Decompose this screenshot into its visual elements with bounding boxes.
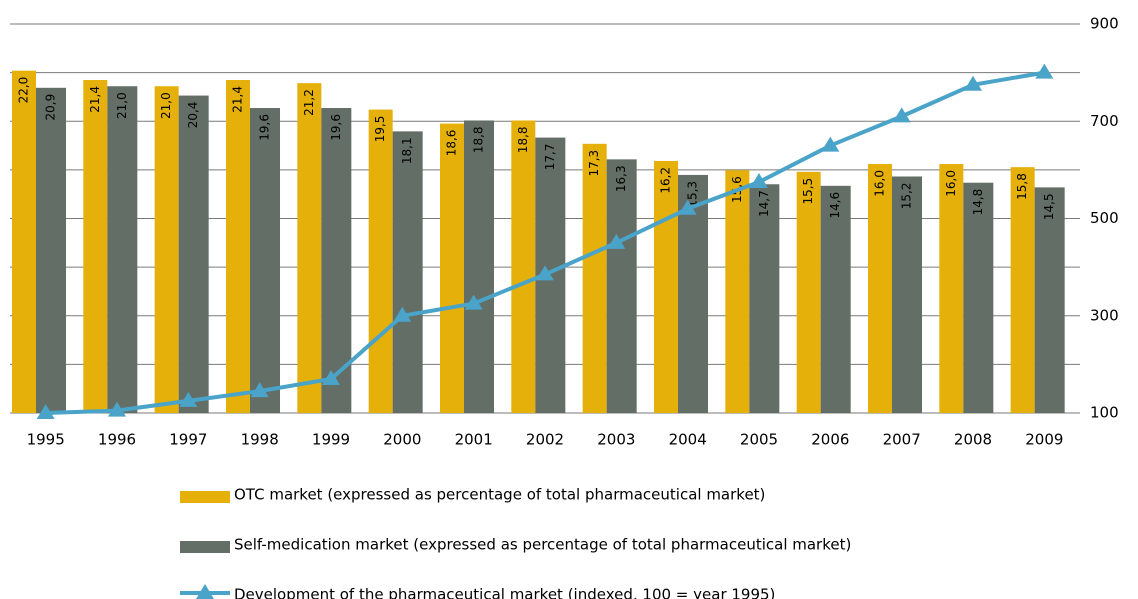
bar — [511, 120, 536, 414]
x-tick-label: 1996 — [98, 431, 136, 449]
bar — [939, 164, 964, 413]
line-marker — [179, 391, 198, 407]
bar — [83, 80, 108, 414]
x-tick-label: 1998 — [241, 431, 279, 449]
legend-marker — [196, 584, 214, 599]
value-label: 15,2 — [900, 182, 914, 209]
bar — [440, 123, 464, 414]
value-label: 21,4 — [88, 86, 102, 113]
value-label: 17,3 — [587, 150, 601, 177]
value-label: 15,5 — [801, 178, 815, 205]
legend-label: Self-medication market (expressed as per… — [234, 536, 851, 554]
bar — [606, 159, 637, 413]
line-marker — [36, 404, 55, 419]
value-label: 17,7 — [543, 144, 557, 171]
line-marker — [322, 369, 340, 385]
value-label: 21,2 — [302, 89, 316, 116]
line-marker — [536, 265, 554, 281]
bar — [582, 143, 607, 413]
line-marker — [108, 401, 126, 417]
value-label: 21,0 — [159, 92, 173, 119]
x-tick-label: 2009 — [1025, 431, 1063, 449]
value-label: 18,8 — [472, 126, 486, 153]
y2-tick-label: 300 — [1090, 306, 1119, 324]
x-tick-label: 2001 — [455, 431, 493, 449]
x-tick-label: 2008 — [954, 431, 992, 449]
y2-tick-label: 100 — [1090, 404, 1119, 422]
bar — [1034, 187, 1065, 413]
x-tick-label: 2003 — [597, 431, 635, 449]
value-label: 14,5 — [1042, 193, 1056, 220]
value-label: 15,8 — [1015, 173, 1029, 200]
y2-tick-label: 900 — [1090, 15, 1119, 33]
value-label: 16,0 — [944, 170, 958, 197]
line-marker — [821, 136, 840, 152]
bar — [868, 164, 892, 413]
x-tick-label: 2007 — [883, 431, 921, 449]
bar — [297, 83, 322, 414]
bar — [36, 87, 66, 414]
x-tick-label: 2006 — [811, 431, 849, 449]
value-label: 20,9 — [44, 94, 58, 121]
bar — [963, 182, 994, 413]
line-marker — [607, 233, 626, 249]
legend-swatch — [180, 541, 230, 553]
y2-tick-label: 700 — [1090, 112, 1119, 130]
legend-label: Development of the pharmaceutical market… — [234, 586, 775, 599]
value-label: 16,3 — [614, 165, 628, 192]
value-label: 16,0 — [873, 170, 887, 197]
x-tick-label: 2000 — [383, 431, 421, 449]
x-tick-label: 2002 — [526, 431, 564, 449]
line-marker — [393, 306, 412, 322]
bar — [392, 131, 423, 413]
bar — [154, 86, 179, 414]
x-tick-label: 2004 — [669, 431, 707, 449]
value-label: 18,8 — [516, 126, 530, 153]
bar — [464, 120, 494, 414]
value-label: 16,2 — [659, 167, 673, 194]
value-label: 21,0 — [115, 92, 129, 119]
value-label: 14,8 — [971, 189, 985, 216]
y2-tick-label: 500 — [1090, 209, 1119, 227]
value-label: 19,5 — [373, 116, 387, 143]
value-label: 14,6 — [828, 192, 842, 219]
line-marker — [1035, 63, 1054, 79]
bar — [368, 109, 393, 413]
value-label: 22,0 — [17, 77, 31, 104]
line-marker — [964, 75, 982, 91]
bar — [749, 184, 780, 413]
legend-swatch — [180, 491, 230, 503]
bar — [725, 170, 750, 413]
bar — [12, 70, 36, 414]
bar — [820, 185, 851, 413]
bar — [226, 80, 250, 414]
value-label: 18,1 — [400, 137, 414, 164]
value-label: 21,4 — [231, 86, 245, 113]
x-tick-label: 1999 — [312, 431, 350, 449]
x-tick-label: 1997 — [169, 431, 207, 449]
value-label: 14,7 — [757, 190, 771, 217]
value-label: 18,6 — [445, 130, 459, 157]
value-label: 15,3 — [686, 181, 700, 208]
value-label: 20,4 — [186, 102, 200, 129]
bar — [321, 108, 352, 414]
bar — [178, 95, 209, 414]
bar — [1010, 167, 1035, 413]
bar — [796, 171, 821, 413]
line-marker — [750, 173, 768, 189]
value-label: 19,6 — [258, 114, 272, 141]
bar — [892, 176, 922, 413]
line-marker — [464, 294, 483, 310]
line-marker — [892, 107, 911, 123]
bar — [107, 86, 138, 414]
bar — [250, 108, 280, 414]
value-label: 19,6 — [329, 114, 343, 141]
line-marker — [678, 199, 697, 215]
x-tick-label: 2005 — [740, 431, 778, 449]
line-marker — [250, 382, 269, 398]
x-tick-label: 1995 — [27, 431, 65, 449]
legend-label: OTC market (expressed as percentage of t… — [234, 486, 765, 504]
bar — [654, 160, 678, 413]
